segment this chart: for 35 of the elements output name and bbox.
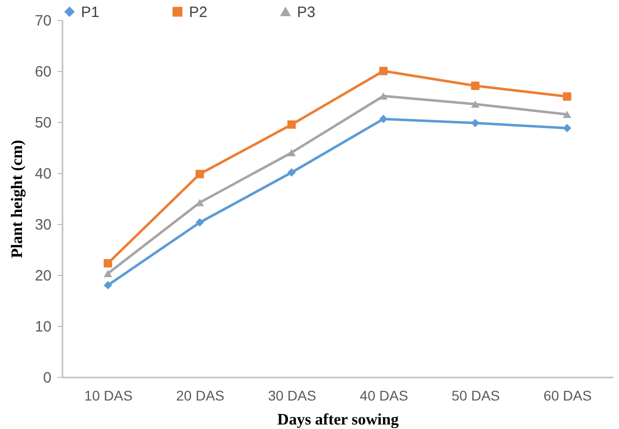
x-tick-label: 20 DAS	[176, 388, 224, 404]
legend-label: P1	[81, 4, 100, 21]
y-tick-label: 30	[34, 216, 52, 234]
legend-label: P2	[189, 4, 208, 21]
point	[287, 148, 296, 156]
point	[104, 270, 112, 278]
y-tick-label: 70	[34, 12, 52, 30]
y-tick-label: 0	[43, 370, 52, 386]
x-tick-label: 60 DAS	[543, 388, 592, 404]
point	[379, 66, 388, 76]
point	[562, 110, 572, 118]
y-tick-label: 10	[34, 318, 52, 336]
y-tick-label: 40	[34, 166, 52, 182]
x-tick-label: 40 DAS	[360, 388, 408, 404]
point	[471, 82, 480, 90]
y-tick-label: 50	[34, 114, 52, 132]
point	[379, 92, 388, 100]
y-axis-title: Plant height (cm)	[8, 140, 26, 258]
point	[562, 124, 572, 132]
point	[104, 259, 112, 268]
point	[471, 100, 480, 108]
x-tick-label: 50 DAS	[452, 388, 500, 404]
y-tick-label: 60	[34, 64, 52, 80]
point	[196, 218, 204, 227]
point	[196, 170, 204, 178]
point	[562, 92, 572, 101]
point	[287, 120, 296, 129]
point	[287, 168, 296, 177]
legend-label: P3	[297, 4, 316, 21]
point	[104, 281, 112, 290]
point	[471, 118, 480, 128]
y-tick-label: 20	[34, 268, 52, 284]
x-axis-title: Days after sowing	[277, 412, 399, 428]
x-tick-label: 10 DAS	[84, 388, 133, 404]
x-tick-label: 30 DAS	[268, 388, 316, 404]
